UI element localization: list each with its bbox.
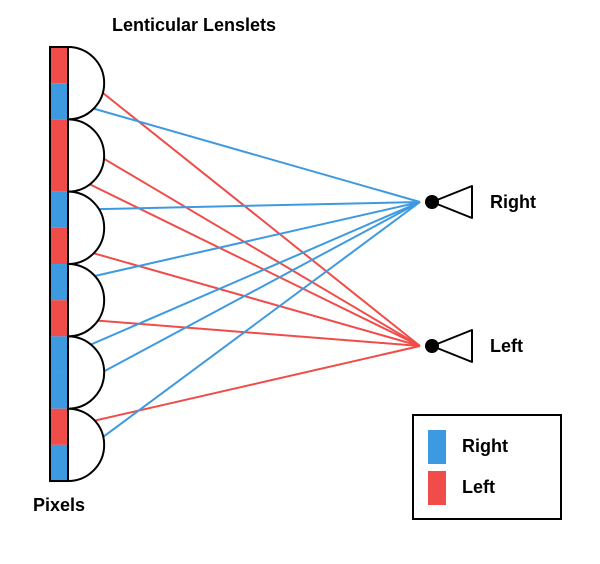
legend-item-left: Left — [428, 471, 546, 505]
pixel-right — [50, 192, 68, 228]
ray-right — [68, 101, 420, 202]
eye-right-iris — [425, 195, 439, 209]
label-left-eye: Left — [490, 336, 523, 357]
ray-left — [68, 174, 420, 346]
pixel-left — [50, 156, 68, 192]
label-right-eye: Right — [490, 192, 536, 213]
pixel-right — [50, 373, 68, 409]
lenslet — [68, 119, 104, 191]
legend-swatch-left — [428, 471, 446, 505]
lenslet — [68, 47, 104, 119]
eye-left — [425, 330, 472, 362]
pixel-left — [50, 119, 68, 155]
legend-item-right: Right — [428, 430, 546, 464]
title-bottom: Pixels — [33, 495, 85, 516]
legend: Right Left — [412, 414, 562, 520]
pixel-right — [50, 83, 68, 119]
pixel-left — [50, 228, 68, 264]
ray-right — [68, 202, 420, 210]
ray-left — [68, 346, 420, 427]
pixel-right — [50, 264, 68, 300]
legend-label-right: Right — [462, 436, 508, 457]
lenslets-group — [68, 47, 104, 481]
eye-left-iris — [425, 339, 439, 353]
lenslet — [68, 336, 104, 408]
lenslet — [68, 192, 104, 264]
pixel-right — [50, 336, 68, 372]
pixel-right — [50, 445, 68, 481]
legend-label-left: Left — [462, 477, 495, 498]
legend-swatch-right — [428, 430, 446, 464]
pixel-left — [50, 47, 68, 83]
ray-right — [68, 202, 420, 391]
pixel-left — [50, 300, 68, 336]
rays-group — [68, 65, 420, 463]
pixel-column — [50, 47, 68, 481]
eye-right — [425, 186, 472, 218]
title-top: Lenticular Lenslets — [112, 15, 276, 36]
pixel-left — [50, 409, 68, 445]
